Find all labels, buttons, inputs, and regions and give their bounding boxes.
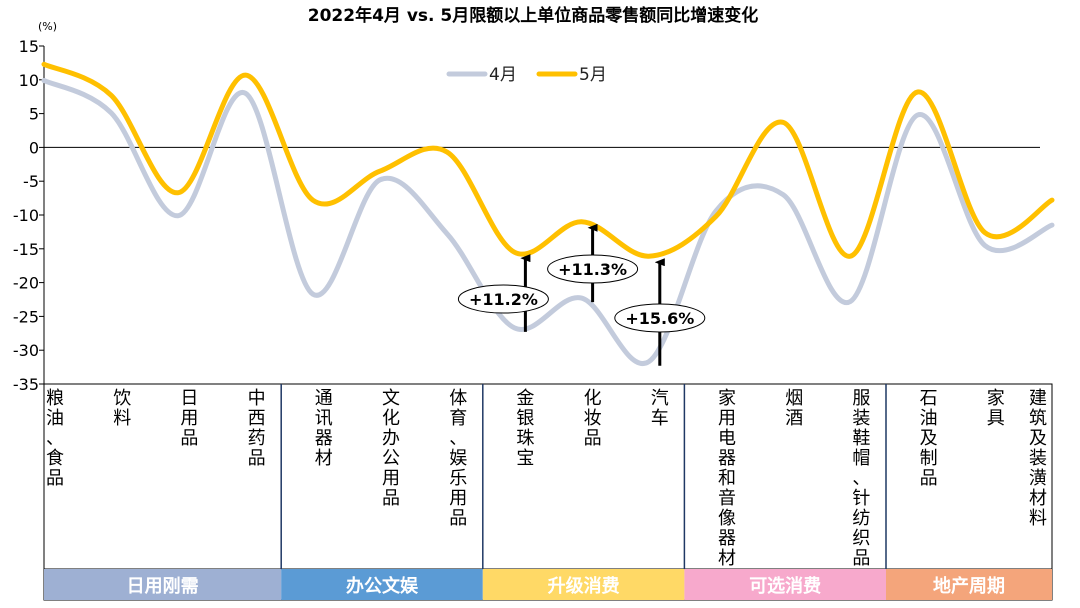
y-axis-unit: (%)	[38, 20, 57, 33]
group-band	[684, 569, 886, 600]
category-label: 化妆品	[584, 388, 602, 449]
chart-title: 2022年4月 vs. 5月限额以上单位商品零售额同比增速变化	[308, 5, 758, 26]
change-label-bubble	[457, 284, 549, 314]
category-label: 中西药品	[248, 388, 266, 469]
change-label: +11.2%	[469, 290, 538, 309]
y-tick-label: -30	[13, 341, 39, 360]
category-label: 粮油、食品	[46, 388, 64, 489]
y-tick-label: -5	[23, 172, 39, 191]
change-label-bubble	[547, 254, 639, 284]
y-tick-label: -10	[13, 206, 39, 225]
plot-area: 15 10 5 0 -5 -10 -15 -20 -25 -30 -35 日用刚需 办公文娱 升级消费 可选…	[13, 37, 1055, 601]
y-tick-label: -35	[13, 375, 39, 394]
category-label: 金银珠宝	[516, 388, 534, 469]
y-tick-label: -15	[13, 240, 39, 259]
series-line	[41, 78, 1055, 367]
category-label: 服装鞋帽、针纺织品	[852, 388, 870, 569]
group-label: 日用刚需	[127, 576, 199, 597]
category-label: 烟酒	[785, 388, 803, 429]
y-tick-label: 0	[29, 138, 39, 157]
y-tick-label: 10	[19, 71, 39, 90]
category-label: 日用品	[180, 388, 198, 449]
category-label: 通讯器材	[315, 388, 333, 469]
category-label: 饮料	[113, 388, 131, 429]
category-label: 家用电器和音像器材	[718, 388, 736, 569]
category-label: 体育、娱乐用品	[449, 388, 467, 529]
change-label-bubble	[614, 303, 706, 333]
category-label: 文化办公用品	[382, 388, 400, 509]
category-label: 汽车	[651, 388, 669, 429]
change-label: +15.6%	[625, 309, 694, 328]
category-label: 家具	[987, 388, 1005, 429]
group-label: 办公文娱	[346, 575, 419, 597]
group-label: 地产周期	[933, 575, 1005, 597]
group-band	[886, 569, 1052, 600]
group-band	[44, 569, 282, 600]
category-label: 建筑及装潢材料	[1029, 388, 1047, 529]
y-tick-label: 5	[29, 105, 39, 124]
category-label: 石油及制品	[920, 388, 938, 489]
legend-label: 4月	[489, 65, 517, 85]
change-label: +11.3%	[558, 260, 627, 279]
group-band	[482, 569, 685, 600]
group-label: 可选消费	[749, 575, 821, 597]
group-band	[281, 569, 483, 600]
series-line	[41, 61, 1055, 259]
y-tick-label: -20	[13, 274, 39, 293]
legend-label: 5月	[579, 65, 607, 85]
y-tick-label: 15	[19, 37, 39, 56]
group-label: 升级消费	[548, 575, 620, 597]
y-tick-label: -25	[13, 307, 39, 326]
